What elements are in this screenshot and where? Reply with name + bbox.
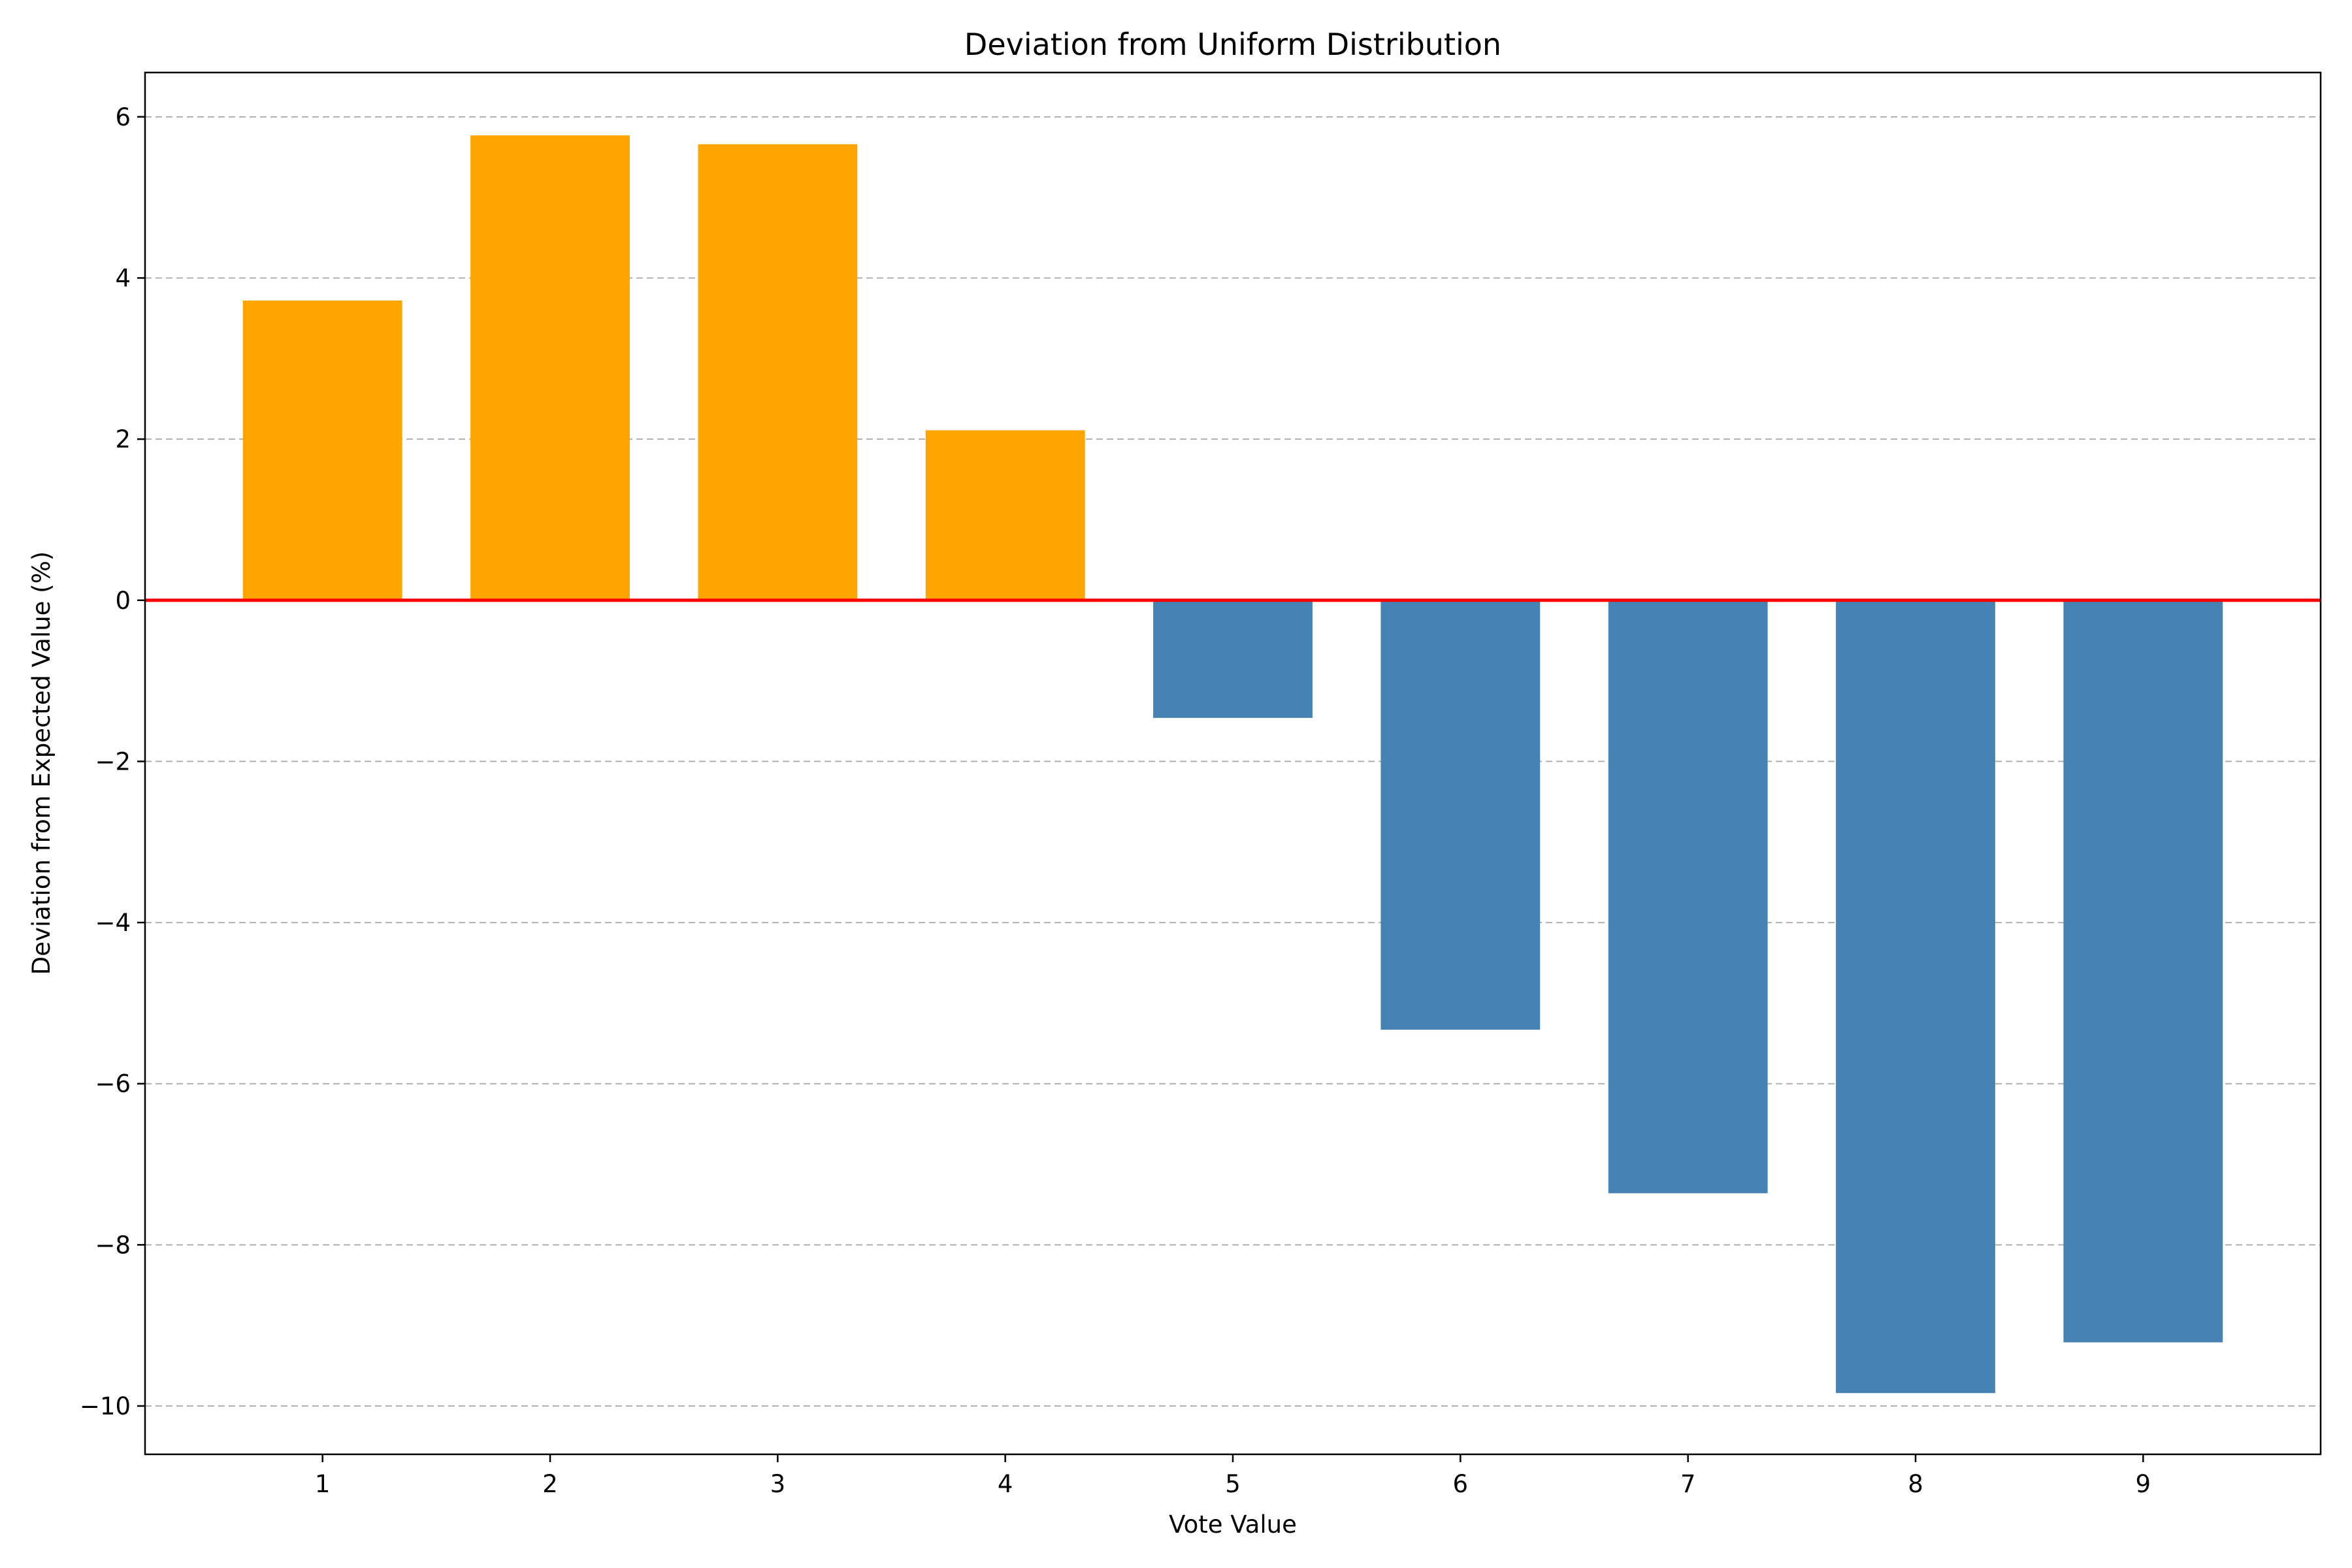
bar-1: [242, 301, 402, 600]
bar-9: [2063, 600, 2223, 1343]
x-tick-label: 2: [542, 1470, 558, 1498]
y-tick-label: −8: [95, 1231, 131, 1259]
x-tick-label: 8: [1908, 1470, 1923, 1498]
x-tick-label: 4: [998, 1470, 1013, 1498]
y-axis-label: Deviation from Expected Value (%): [27, 551, 56, 975]
x-tick-label: 9: [2136, 1470, 2151, 1498]
y-tick-label: −10: [80, 1392, 131, 1420]
y-tick-label: −2: [95, 747, 131, 776]
bars: [242, 135, 2223, 1394]
bar-5: [1153, 600, 1313, 718]
x-tick-label: 6: [1453, 1470, 1469, 1498]
bar-6: [1380, 600, 1541, 1030]
bar-3: [698, 144, 858, 600]
x-tick-label: 7: [1680, 1470, 1696, 1498]
y-tick-label: 0: [115, 587, 131, 615]
bar-8: [1836, 600, 1995, 1394]
y-tick-label: −4: [95, 909, 131, 937]
y-tick-label: 4: [115, 264, 131, 292]
y-axis-ticks: 6 4 2 0 −2 −4 −6 −8 −10: [80, 103, 145, 1420]
chart-title: Deviation from Uniform Distribution: [964, 27, 1501, 62]
x-tick-label: 3: [770, 1470, 786, 1498]
y-tick-label: 2: [115, 425, 131, 453]
bar-2: [470, 135, 630, 600]
bar-4: [925, 430, 1085, 600]
x-axis-ticks: 1 2 3 4 5 6 7 8 9: [315, 1454, 2151, 1498]
bar-7: [1608, 600, 1768, 1194]
x-tick-label: 1: [315, 1470, 331, 1498]
x-tick-label: 5: [1225, 1470, 1241, 1498]
x-axis-label: Vote Value: [1169, 1511, 1297, 1539]
y-tick-label: −6: [95, 1070, 131, 1098]
y-tick-label: 6: [115, 103, 131, 131]
